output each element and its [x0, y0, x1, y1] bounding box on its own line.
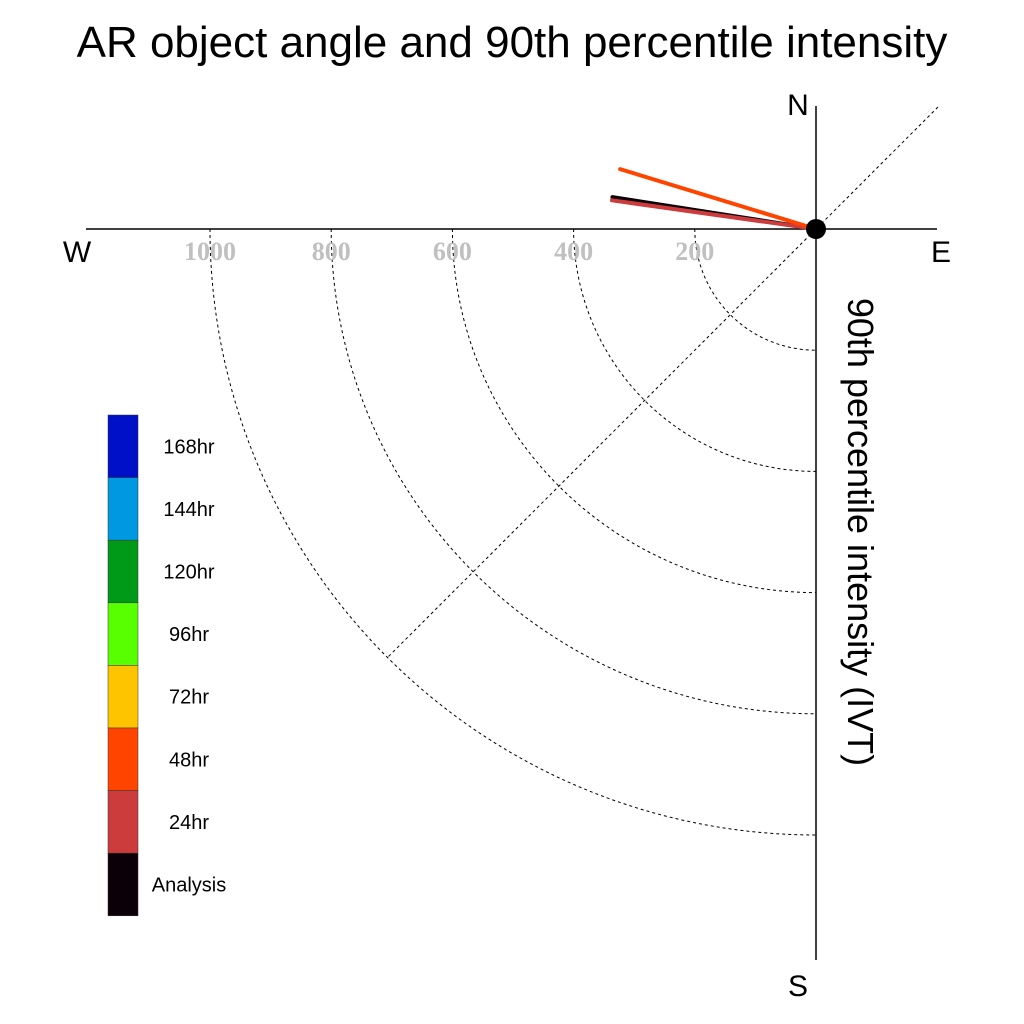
- legend-swatch-72hr: [107, 665, 139, 729]
- tick-label-800: 800: [312, 237, 351, 266]
- polar-grid: [209, 106, 939, 836]
- series-lines: [609, 167, 818, 231]
- grid-arc-400: [573, 228, 817, 472]
- legend: 168hr 144hr 120hr 96hr 72hr 48hr 24hr Analysis: [107, 414, 226, 917]
- grid-arc-800: [330, 228, 817, 715]
- north-label: N: [787, 89, 809, 122]
- tick-label-200: 200: [675, 237, 714, 266]
- legend-label-72hr: 72hr: [169, 687, 209, 709]
- south-label: S: [788, 970, 808, 1003]
- legend-swatch-24hr: [107, 790, 139, 854]
- legend-swatch-analysis: [107, 852, 139, 917]
- legend-swatch-120hr: [107, 539, 139, 604]
- chart-title: AR object angle and 90th percentile inte…: [77, 18, 948, 67]
- legend-swatch-168hr: [107, 414, 139, 478]
- legend-swatch-144hr: [107, 477, 139, 541]
- grid-arc-1000: [209, 228, 817, 836]
- legend-label-96hr: 96hr: [169, 624, 209, 646]
- y-axis-label: 90th percentile intensity (IVT): [840, 298, 881, 766]
- radial-tick-labels: 200 400 600 800 1000: [184, 237, 714, 266]
- legend-label-48hr: 48hr: [169, 749, 209, 771]
- legend-label-168hr: 168hr: [163, 436, 214, 458]
- series-line-24hr: [609, 198, 818, 231]
- origin-marker: [806, 219, 826, 239]
- diagonal-reference-line: [387, 106, 939, 658]
- legend-label-144hr: 144hr: [163, 499, 214, 521]
- compass-axes: N S E W: [63, 89, 951, 1003]
- series-line-48hr: [618, 167, 818, 231]
- tick-label-400: 400: [554, 237, 593, 266]
- legend-swatch-48hr: [107, 727, 139, 791]
- legend-label-analysis: Analysis: [152, 875, 226, 897]
- tick-label-1000: 1000: [184, 237, 236, 266]
- grid-arc-600: [451, 228, 817, 594]
- grid-arc-200: [694, 228, 817, 351]
- west-label: W: [63, 236, 92, 269]
- east-label: E: [931, 236, 951, 269]
- legend-label-120hr: 120hr: [163, 562, 214, 584]
- legend-swatch-96hr: [107, 602, 139, 666]
- tick-label-600: 600: [433, 237, 472, 266]
- legend-label-24hr: 24hr: [169, 812, 209, 834]
